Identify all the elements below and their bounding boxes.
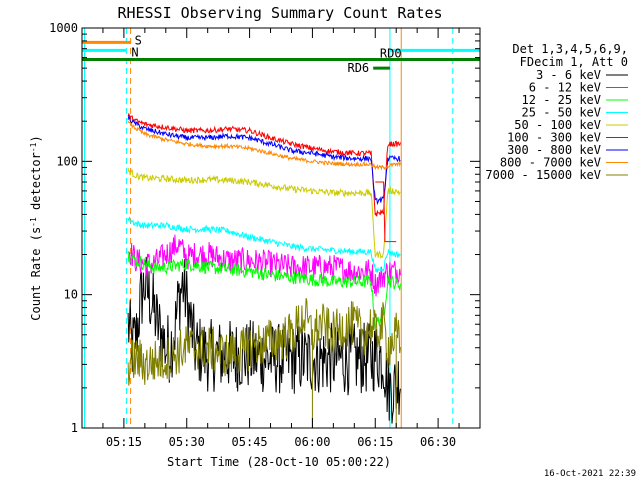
legend-label-8: 7000 - 15000 keV xyxy=(485,168,601,182)
series-line-8 xyxy=(127,298,401,386)
y-axis-label-part-2: detector xyxy=(29,152,43,217)
y-axis-label: Count Rate (s-1 detector-1) xyxy=(29,135,43,320)
plot-area: SN RD0 RD6 xyxy=(82,28,480,428)
y-axis-label-superscript-2: -1 xyxy=(29,142,38,152)
rd0-marker-label: RD0 xyxy=(380,47,402,61)
legend-label-5: 100 - 300 keV xyxy=(507,131,601,145)
series-line-7 xyxy=(127,120,401,171)
series-line-4 xyxy=(127,167,401,259)
rd6-marker-label: RD6 xyxy=(347,61,369,75)
legend-header-line-1: Det 1,3,4,5,6,9, xyxy=(512,42,628,56)
plot-frame: 1 10 100 1000 05:15 05:30 05:45 06:00 06:15 06:30 xyxy=(49,21,481,449)
legend-label-7: 800 - 7000 keV xyxy=(500,156,601,170)
y-tick-label-0: 1 xyxy=(71,421,78,435)
legend-label-6: 300 - 800 keV xyxy=(507,143,601,157)
series-line-3 xyxy=(127,216,401,273)
plot-border xyxy=(81,27,481,429)
s-marker-label: S xyxy=(135,33,142,47)
legend-label-2: 12 - 25 keV xyxy=(522,93,601,107)
y-tick-label-2: 100 xyxy=(56,154,78,168)
legend: Det 1,3,4,5,6,9, FDecim 1, Att 0 3 - 6 k… xyxy=(485,42,628,182)
x-tick-label-2: 05:45 xyxy=(232,435,268,449)
series-line-5 xyxy=(127,112,401,217)
legend-label-1: 6 - 12 keV xyxy=(529,81,601,95)
x-tick-label-3: 06:00 xyxy=(294,435,330,449)
y-axis-label-superscript-1: -1 xyxy=(29,217,38,227)
legend-label-0: 3 - 6 keV xyxy=(536,68,601,82)
y-axis-label-part-1: Count Rate (s xyxy=(29,227,43,321)
series-line-2 xyxy=(127,251,401,330)
chart-title: RHESSI Observing Summary Count Rates xyxy=(117,4,442,22)
attenuator-step xyxy=(375,181,397,243)
x-tick-label-5: 06:30 xyxy=(420,435,456,449)
legend-label-4: 50 - 100 keV xyxy=(514,118,601,132)
y-tick-label-1: 10 xyxy=(64,288,78,302)
timestamp: 16-Oct-2021 22:39 xyxy=(544,469,636,479)
series-line-1 xyxy=(128,234,401,297)
x-axis-label: Start Time (28-Oct-10 05:00:22) xyxy=(167,455,391,469)
x-tick-label-0: 05:15 xyxy=(106,435,142,449)
x-tick-label-1: 05:30 xyxy=(169,435,205,449)
y-tick-label-3: 1000 xyxy=(49,21,78,35)
n-marker-label: N xyxy=(131,45,138,59)
x-tick-label-4: 06:15 xyxy=(357,435,393,449)
legend-header-line-2: FDecim 1, Att 0 xyxy=(520,55,628,69)
y-axis-label-part-3: ) xyxy=(29,135,43,142)
legend-label-3: 25 - 50 keV xyxy=(522,106,601,120)
series-line-6 xyxy=(127,114,401,206)
